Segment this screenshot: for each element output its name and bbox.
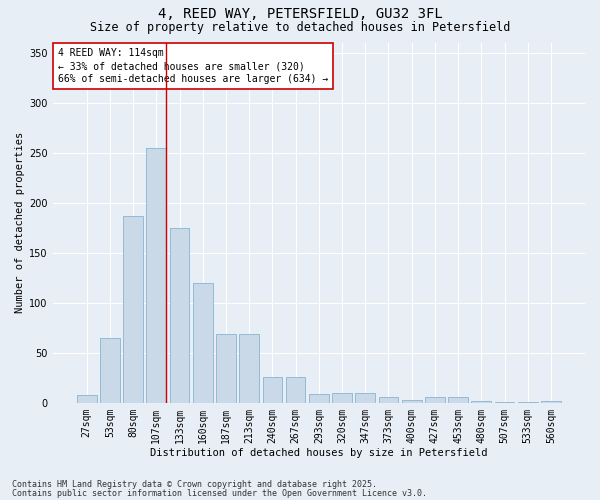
Text: 4 REED WAY: 114sqm
← 33% of detached houses are smaller (320)
66% of semi-detach: 4 REED WAY: 114sqm ← 33% of detached hou… (58, 48, 328, 84)
Bar (146, 148, 166, 403)
Bar (448, 397, 468, 403)
Text: Contains HM Land Registry data © Crown copyright and database right 2025.: Contains HM Land Registry data © Crown c… (12, 480, 377, 489)
Bar (494, 402, 514, 403)
Bar (425, 397, 445, 403)
Bar (263, 377, 282, 403)
Bar (379, 397, 398, 403)
Bar (216, 334, 236, 403)
Text: 4, REED WAY, PETERSFIELD, GU32 3FL: 4, REED WAY, PETERSFIELD, GU32 3FL (158, 8, 442, 22)
Bar (541, 401, 561, 403)
Text: Size of property relative to detached houses in Petersfield: Size of property relative to detached ho… (90, 21, 510, 34)
Bar (170, 228, 190, 403)
Bar (193, 283, 212, 403)
Bar (332, 393, 352, 403)
X-axis label: Distribution of detached houses by size in Petersfield: Distribution of detached houses by size … (150, 448, 488, 458)
Bar (402, 400, 422, 403)
Bar (309, 394, 329, 403)
Y-axis label: Number of detached properties: Number of detached properties (15, 132, 25, 314)
Bar (239, 334, 259, 403)
Bar (77, 395, 97, 403)
Bar (472, 401, 491, 403)
Bar (355, 393, 375, 403)
Bar (100, 338, 120, 403)
Bar (286, 377, 305, 403)
Bar (518, 402, 538, 403)
Bar (123, 216, 143, 403)
Text: Contains public sector information licensed under the Open Government Licence v3: Contains public sector information licen… (12, 490, 427, 498)
